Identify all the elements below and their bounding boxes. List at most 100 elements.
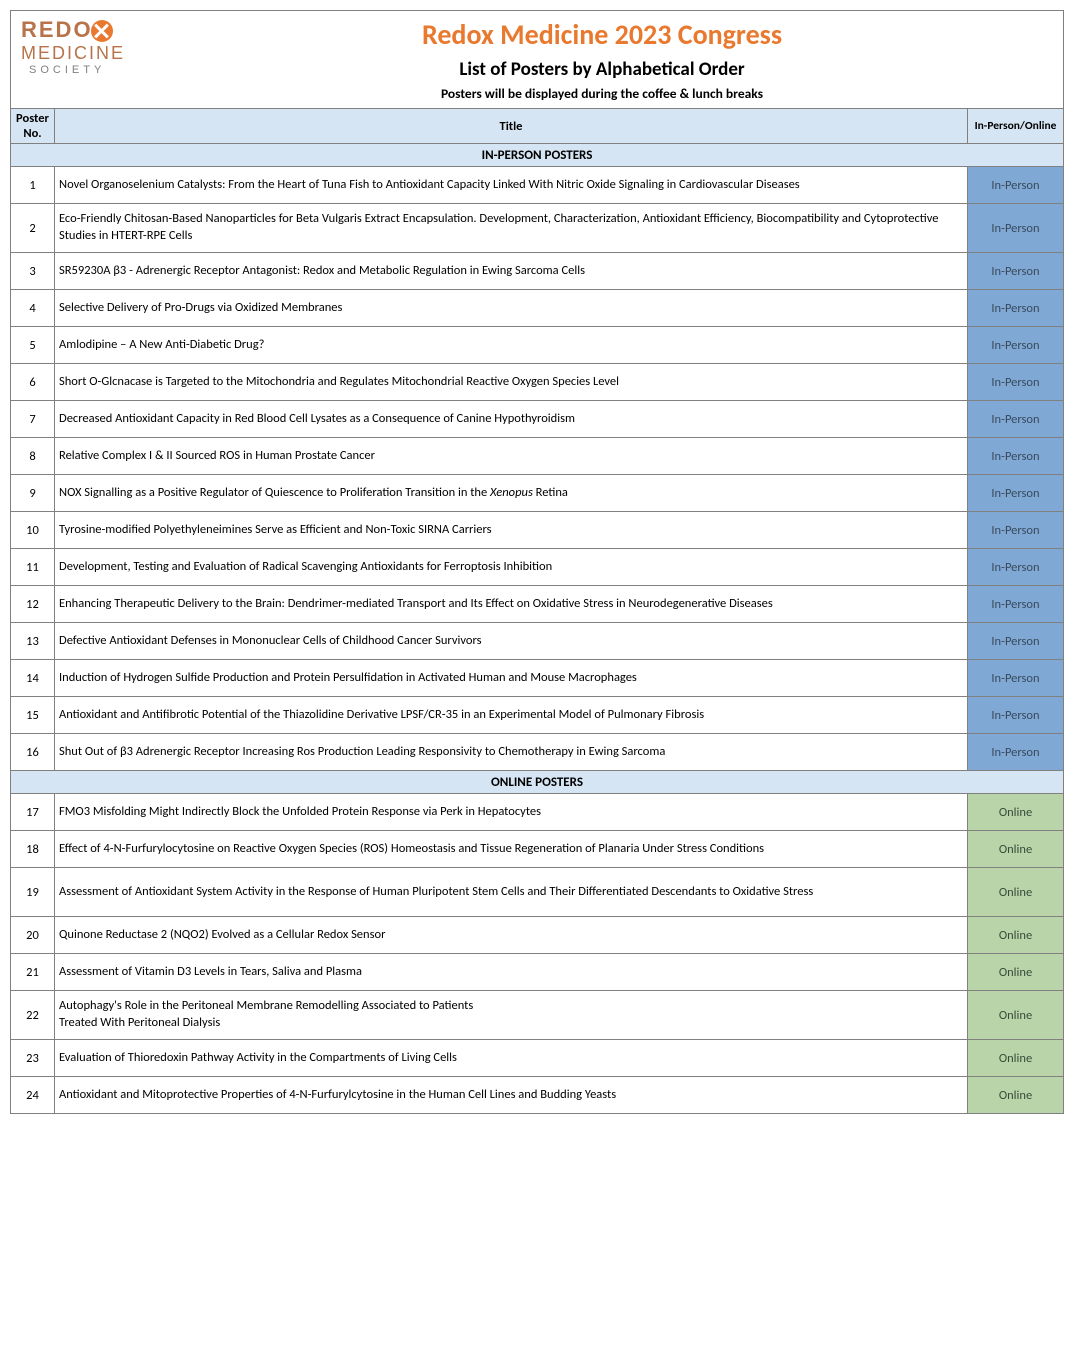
table-row: 2Eco-Friendly Chitosan-Based Nanoparticl… — [11, 204, 1064, 253]
poster-number: 19 — [11, 868, 55, 917]
poster-title: Quinone Reductase 2 (NQO2) Evolved as a … — [55, 917, 968, 954]
poster-number: 16 — [11, 734, 55, 771]
table-row: 5Amlodipine – A New Anti-Diabetic Drug?I… — [11, 327, 1064, 364]
poster-title: Short O-Glcnacase is Targeted to the Mit… — [55, 364, 968, 401]
poster-title: NOX Signalling as a Positive Regulator o… — [55, 475, 968, 512]
poster-number: 3 — [11, 253, 55, 290]
poster-mode: In-Person — [968, 697, 1064, 734]
section-header-row: IN-PERSON POSTERS — [11, 144, 1064, 167]
poster-number: 23 — [11, 1040, 55, 1077]
poster-mode: In-Person — [968, 438, 1064, 475]
poster-mode: In-Person — [968, 734, 1064, 771]
poster-mode: In-Person — [968, 167, 1064, 204]
poster-mode: Online — [968, 868, 1064, 917]
poster-title: Novel Organoselenium Catalysts: From the… — [55, 167, 968, 204]
section-header-row: ONLINE POSTERS — [11, 771, 1064, 794]
table-row: 1Novel Organoselenium Catalysts: From th… — [11, 167, 1064, 204]
logo-text-redo: REDO — [21, 17, 93, 42]
table-row: 14Induction of Hydrogen Sulfide Producti… — [11, 660, 1064, 697]
poster-mode: Online — [968, 1077, 1064, 1114]
poster-title: Defective Antioxidant Defenses in Mononu… — [55, 623, 968, 660]
poster-title: Antioxidant and Mitoprotective Propertie… — [55, 1077, 968, 1114]
poster-title: Autophagy's Role in the Peritoneal Membr… — [55, 991, 968, 1040]
col-header-title: Title — [55, 109, 968, 144]
table-row: 23Evaluation of Thioredoxin Pathway Acti… — [11, 1040, 1064, 1077]
logo-text-society: SOCIETY — [29, 64, 151, 76]
poster-number: 17 — [11, 794, 55, 831]
poster-title: Selective Delivery of Pro-Drugs via Oxid… — [55, 290, 968, 327]
table-row: 15Antioxidant and Antifibrotic Potential… — [11, 697, 1064, 734]
poster-mode: In-Person — [968, 290, 1064, 327]
poster-number: 4 — [11, 290, 55, 327]
poster-number: 11 — [11, 549, 55, 586]
poster-title: Effect of 4-N-Furfurylocytosine on React… — [55, 831, 968, 868]
col-header-mode: In-Person/Online — [968, 109, 1064, 144]
poster-mode: In-Person — [968, 475, 1064, 512]
poster-number: 8 — [11, 438, 55, 475]
poster-number: 15 — [11, 697, 55, 734]
poster-number: 18 — [11, 831, 55, 868]
table-row: 19Assessment of Antioxidant System Activ… — [11, 868, 1064, 917]
poster-number: 1 — [11, 167, 55, 204]
section-label: ONLINE POSTERS — [11, 771, 1064, 794]
poster-number: 21 — [11, 954, 55, 991]
table-row: 12Enhancing Therapeutic Delivery to the … — [11, 586, 1064, 623]
table-row: 4Selective Delivery of Pro-Drugs via Oxi… — [11, 290, 1064, 327]
poster-title: Shut Out of β3 Adrenergic Receptor Incre… — [55, 734, 968, 771]
logo: REDO MEDICINE SOCIETY — [21, 17, 151, 97]
document-header: REDO MEDICINE SOCIETY Redox Medicine 202… — [10, 10, 1064, 108]
poster-mode: Online — [968, 917, 1064, 954]
table-row: 7Decreased Antioxidant Capacity in Red B… — [11, 401, 1064, 438]
poster-mode: In-Person — [968, 660, 1064, 697]
table-row: 13Defective Antioxidant Defenses in Mono… — [11, 623, 1064, 660]
table-row: 11Development, Testing and Evaluation of… — [11, 549, 1064, 586]
poster-number: 5 — [11, 327, 55, 364]
poster-mode: In-Person — [968, 401, 1064, 438]
poster-mode: In-Person — [968, 512, 1064, 549]
table-row: 9NOX Signalling as a Positive Regulator … — [11, 475, 1064, 512]
poster-mode: In-Person — [968, 253, 1064, 290]
section-label: IN-PERSON POSTERS — [11, 144, 1064, 167]
poster-title: Assessment of Antioxidant System Activit… — [55, 868, 968, 917]
logo-text-medicine: MEDICINE — [21, 43, 151, 64]
poster-mode: Online — [968, 794, 1064, 831]
table-row: 16Shut Out of β3 Adrenergic Receptor Inc… — [11, 734, 1064, 771]
poster-title: Enhancing Therapeutic Delivery to the Br… — [55, 586, 968, 623]
table-row: 20Quinone Reductase 2 (NQO2) Evolved as … — [11, 917, 1064, 954]
poster-mode: In-Person — [968, 204, 1064, 253]
poster-title: Amlodipine – A New Anti-Diabetic Drug? — [55, 327, 968, 364]
poster-title: Assessment of Vitamin D3 Levels in Tears… — [55, 954, 968, 991]
poster-number: 24 — [11, 1077, 55, 1114]
poster-number: 14 — [11, 660, 55, 697]
poster-number: 10 — [11, 512, 55, 549]
poster-mode: In-Person — [968, 623, 1064, 660]
poster-number: 7 — [11, 401, 55, 438]
poster-title: Development, Testing and Evaluation of R… — [55, 549, 968, 586]
poster-title: Evaluation of Thioredoxin Pathway Activi… — [55, 1040, 968, 1077]
poster-title: Tyrosine-modified Polyethyleneimines Ser… — [55, 512, 968, 549]
poster-mode: In-Person — [968, 364, 1064, 401]
table-row: 24Antioxidant and Mitoprotective Propert… — [11, 1077, 1064, 1114]
poster-number: 9 — [11, 475, 55, 512]
poster-mode: In-Person — [968, 586, 1064, 623]
poster-number: 22 — [11, 991, 55, 1040]
table-row: 21Assessment of Vitamin D3 Levels in Tea… — [11, 954, 1064, 991]
table-row: 18Effect of 4-N-Furfurylocytosine on Rea… — [11, 831, 1064, 868]
table-row: 17FMO3 Misfolding Might Indirectly Block… — [11, 794, 1064, 831]
header-note: Posters will be displayed during the cof… — [151, 85, 1053, 102]
poster-mode: In-Person — [968, 327, 1064, 364]
poster-mode: Online — [968, 1040, 1064, 1077]
poster-number: 20 — [11, 917, 55, 954]
poster-title: Relative Complex I & II Sourced ROS in H… — [55, 438, 968, 475]
poster-number: 6 — [11, 364, 55, 401]
main-title: Redox Medicine 2023 Congress — [151, 17, 1053, 52]
poster-mode: In-Person — [968, 549, 1064, 586]
posters-table: Poster No. Title In-Person/Online IN-PER… — [10, 108, 1064, 1114]
table-row: 6Short O-Glcnacase is Targeted to the Mi… — [11, 364, 1064, 401]
table-row: 10Tyrosine-modified Polyethyleneimines S… — [11, 512, 1064, 549]
table-row: 3SR59230A β3 - Adrenergic Receptor Antag… — [11, 253, 1064, 290]
title-block: Redox Medicine 2023 Congress List of Pos… — [151, 17, 1053, 104]
table-row: 8Relative Complex I & II Sourced ROS in … — [11, 438, 1064, 475]
poster-mode: Online — [968, 991, 1064, 1040]
table-row: 22Autophagy's Role in the Peritoneal Mem… — [11, 991, 1064, 1040]
